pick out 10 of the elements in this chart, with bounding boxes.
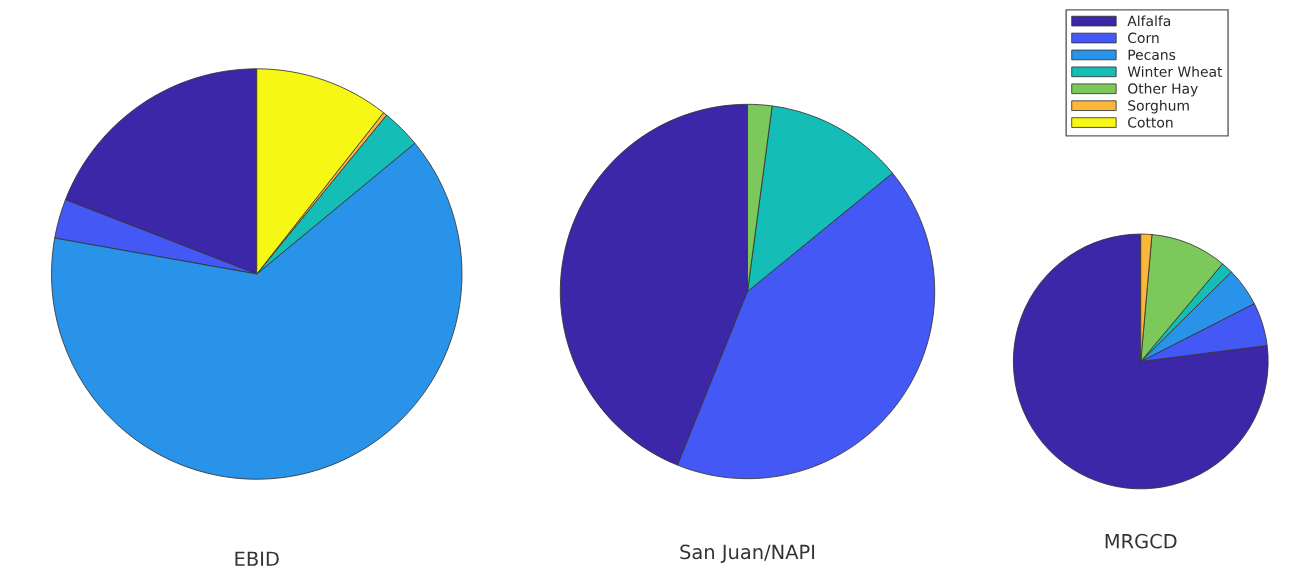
text: EBID bbox=[235, 551, 279, 566]
legend-label: Pecans bbox=[1128, 49, 1176, 60]
legend-label: Cotton bbox=[1128, 117, 1173, 128]
legend-label: Other Hay bbox=[1128, 83, 1198, 97]
legend-label: Winter Wheat bbox=[1127, 66, 1223, 77]
legend-label: Corn bbox=[1128, 32, 1159, 44]
text: MRGCD bbox=[1105, 533, 1177, 549]
text: San Juan/NAPI bbox=[680, 544, 815, 563]
legend-label: Alfalfa bbox=[1127, 15, 1171, 27]
legend-label: Sorghum bbox=[1128, 99, 1189, 114]
